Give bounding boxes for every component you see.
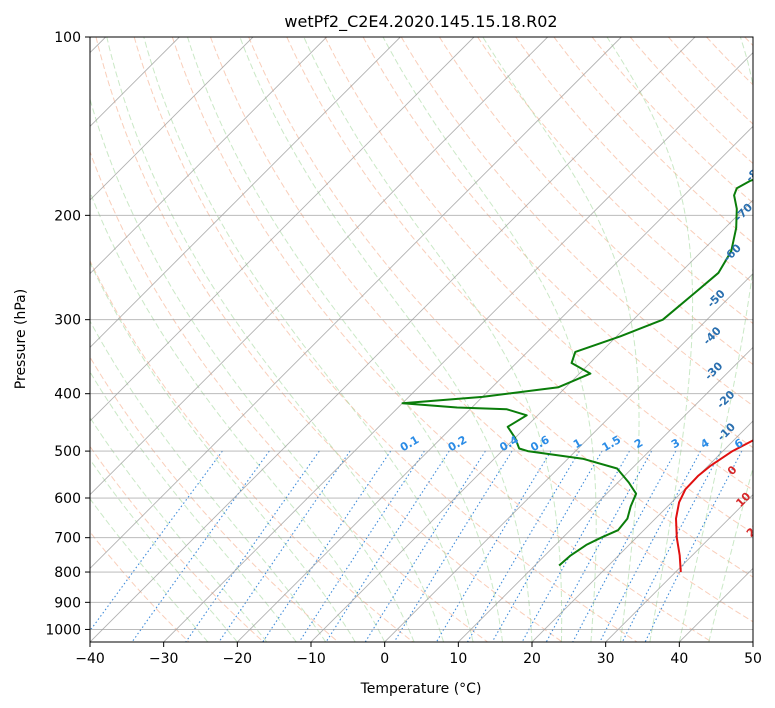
y-tick-label: 900 (54, 595, 81, 611)
isotherm-line (90, 37, 475, 422)
temperature-label: 20 (744, 520, 764, 540)
plot-area: -100-90-80-70-60-50-40-30-20-100.10.20.4… (90, 37, 766, 642)
isotherm-line (458, 346, 753, 642)
moist-adiabat-line (90, 497, 209, 642)
x-tick-label: −20 (223, 651, 253, 667)
moist-adiabat-line (382, 37, 597, 642)
isotherm-line (90, 37, 254, 201)
y-tick-label: 1000 (45, 622, 81, 638)
x-axis-ticks: −40 −30 −20 −10 0 10 20 30 40 50 (75, 642, 762, 667)
height-label: -80 (743, 161, 766, 184)
dry-adiabat-line (477, 37, 753, 325)
dry-adiabat-line (515, 37, 753, 284)
mixing-ratio-line (599, 450, 701, 642)
y-axis-ticks: 100 200 300 400 500 600 700 800 900 1000 (45, 30, 90, 638)
dry-adiabat-line (248, 37, 753, 578)
moist-adiabat-line (678, 37, 753, 642)
isotherm-line (90, 37, 401, 348)
isotherm-line (163, 52, 753, 642)
moist-adiabat-line (239, 37, 533, 642)
y-axis-label: Pressure (hPa) (13, 289, 29, 389)
dewpoint-profile-line (401, 178, 753, 567)
mixing-ratio-line (298, 450, 425, 642)
dry-adiabat-line (90, 356, 339, 642)
x-tick-label: −30 (149, 651, 179, 667)
isotherm-line (531, 420, 753, 642)
y-tick-label: 800 (54, 565, 81, 581)
x-tick-label: −40 (75, 651, 105, 667)
mixing-ratio-line (185, 450, 320, 642)
x-axis-label: Temperature (°C) (360, 681, 482, 697)
dry-adiabat-line (90, 445, 264, 642)
x-tick-label: −10 (296, 651, 326, 667)
moist-adiabat-line (90, 261, 356, 642)
moist-adiabats (90, 37, 753, 642)
isotherm-line (605, 494, 753, 642)
mixing-ratio-line (218, 450, 351, 642)
isotherms (90, 37, 753, 642)
mixing-ratio-line (545, 450, 653, 642)
moist-adiabat-line (90, 190, 386, 642)
y-tick-label: 200 (54, 208, 81, 224)
plot-frame (89, 36, 754, 643)
moist-adiabat-line (606, 37, 694, 642)
moist-adiabat-line (303, 37, 563, 642)
mixing-ratio-line (621, 450, 722, 642)
dry-adiabat-line (133, 37, 638, 642)
pressure-grid (90, 37, 753, 630)
sounding-series (401, 178, 753, 573)
moist-adiabat-line (90, 370, 297, 642)
isotherm-line (237, 125, 753, 642)
moist-adiabat-line (482, 37, 640, 642)
y-tick-label: 700 (54, 531, 81, 547)
x-tick-label: 0 (380, 651, 389, 667)
mixing-ratio-line (644, 450, 743, 642)
isotherm-line (90, 37, 622, 569)
x-tick-label: 30 (597, 651, 615, 667)
dry-adiabat-line (90, 531, 190, 642)
dry-adiabat-line (400, 37, 753, 407)
mixing-ratio-line (262, 450, 392, 642)
dry-adiabat-line (90, 259, 414, 642)
x-tick-label: 20 (523, 651, 541, 667)
dry-adiabats (90, 37, 753, 642)
isotherm-line (90, 37, 696, 642)
dry-adiabat-line (171, 37, 712, 642)
moist-adiabat-line (106, 37, 445, 642)
x-tick-label: 10 (449, 651, 467, 667)
dry-adiabat-line (591, 37, 753, 204)
mixing-ratio-lines (90, 450, 743, 642)
dry-adiabat-line (438, 37, 753, 366)
dry-adiabat-line (629, 37, 753, 165)
mixing-ratio-line (572, 450, 677, 642)
isotherm-line (384, 273, 753, 642)
dry-adiabat-line (210, 37, 753, 623)
moist-adiabat-line (90, 416, 268, 642)
mixing-ratio-line (491, 450, 603, 642)
y-tick-label: 300 (54, 313, 81, 329)
moist-adiabat-line (90, 458, 238, 642)
moist-adiabat-line (187, 37, 503, 642)
y-tick-label: 400 (54, 387, 81, 403)
isotherm-line (90, 37, 327, 275)
chart-title: wetPf2_C2E4.2020.145.15.18.R02 (284, 12, 557, 32)
moist-adiabat-line (143, 37, 474, 642)
dry-adiabat-line (362, 37, 753, 449)
isotherm-line (90, 37, 548, 496)
mixing-ratio-line (90, 450, 223, 632)
x-tick-label: 50 (744, 651, 762, 667)
mixing-ratio-line (521, 450, 630, 642)
y-tick-label: 100 (54, 30, 81, 46)
y-tick-label: 600 (54, 491, 81, 507)
x-tick-label: 40 (670, 651, 688, 667)
y-tick-label: 500 (54, 444, 81, 460)
temperature-profile-line (675, 439, 753, 573)
dry-adiabat-line (95, 37, 563, 642)
